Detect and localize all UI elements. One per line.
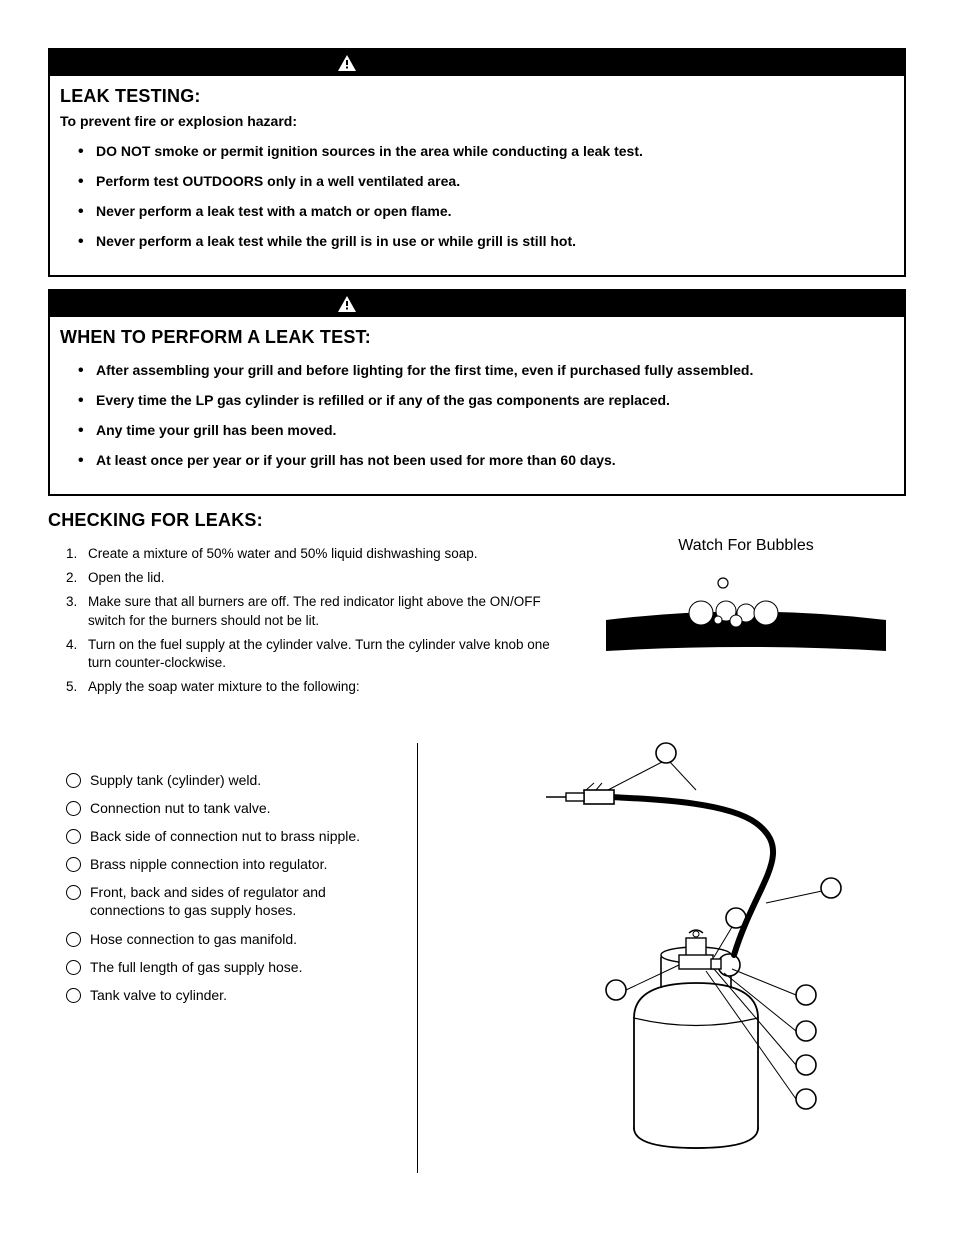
- warning-triangle-icon: [337, 54, 357, 72]
- when-to-test-heading: WHEN TO PERFORM A LEAK TEST:: [60, 327, 894, 348]
- leak-point-item: Hose connection to gas manifold.: [66, 930, 393, 948]
- step-item: Turn on the fuel supply at the cylinder …: [66, 636, 562, 672]
- leak-points-list: Supply tank (cylinder) weld. Connection …: [66, 771, 393, 1005]
- warning-bar: [50, 291, 904, 317]
- bullet-item: Every time the LP gas cylinder is refill…: [78, 392, 894, 408]
- bubbles-col: Watch For Bubbles: [586, 537, 906, 703]
- leak-point-item: Brass nipple connection into regulator.: [66, 855, 393, 873]
- leak-testing-lead: To prevent fire or explosion hazard:: [60, 113, 894, 129]
- warning-content: WHEN TO PERFORM A LEAK TEST: After assem…: [50, 317, 904, 494]
- page: LEAK TESTING: To prevent fire or explosi…: [0, 0, 954, 1233]
- leak-testing-heading: LEAK TESTING:: [60, 86, 894, 107]
- step-item: Apply the soap water mixture to the foll…: [66, 678, 562, 696]
- watch-for-bubbles-label: Watch For Bubbles: [586, 537, 906, 555]
- bullet-item: Never perform a leak test with a match o…: [78, 203, 894, 219]
- leak-point-item: Back side of connection nut to brass nip…: [66, 827, 393, 845]
- checking-steps: Create a mixture of 50% water and 50% li…: [48, 545, 562, 697]
- warning-box-leak-testing: LEAK TESTING: To prevent fire or explosi…: [48, 48, 906, 277]
- checking-heading: CHECKING FOR LEAKS:: [48, 510, 906, 531]
- leak-point-item: The full length of gas supply hose.: [66, 958, 393, 976]
- leak-point-item: Supply tank (cylinder) weld.: [66, 771, 393, 789]
- step-item: Create a mixture of 50% water and 50% li…: [66, 545, 562, 563]
- leak-points-row: Supply tank (cylinder) weld. Connection …: [48, 743, 906, 1173]
- bullet-item: After assembling your grill and before l…: [78, 362, 894, 378]
- step-item: Make sure that all burners are off. The …: [66, 593, 562, 629]
- bubbles-icon: [596, 565, 896, 655]
- checking-row: Create a mixture of 50% water and 50% li…: [48, 537, 906, 703]
- leak-points-col: Supply tank (cylinder) weld. Connection …: [48, 743, 418, 1173]
- step-item: Open the lid.: [66, 569, 562, 587]
- when-to-test-bullets: After assembling your grill and before l…: [60, 362, 894, 468]
- bullet-item: Any time your grill has been moved.: [78, 422, 894, 438]
- leak-testing-bullets: DO NOT smoke or permit ignition sources …: [60, 143, 894, 249]
- warning-bar: [50, 50, 904, 76]
- bullet-item: DO NOT smoke or permit ignition sources …: [78, 143, 894, 159]
- warning-content: LEAK TESTING: To prevent fire or explosi…: [50, 76, 904, 275]
- bullet-item: Perform test OUTDOORS only in a well ven…: [78, 173, 894, 189]
- propane-tank-diagram-icon: [496, 733, 916, 1163]
- bubbles-diagram: [596, 565, 896, 660]
- leak-point-item: Front, back and sides of regulator and c…: [66, 883, 393, 919]
- tank-diagram-col: [442, 743, 906, 1173]
- bullet-item: Never perform a leak test while the gril…: [78, 233, 894, 249]
- leak-point-item: Connection nut to tank valve.: [66, 799, 393, 817]
- leak-point-item: Tank valve to cylinder.: [66, 986, 393, 1004]
- bullet-item: At least once per year or if your grill …: [78, 452, 894, 468]
- warning-box-when-to-test: WHEN TO PERFORM A LEAK TEST: After assem…: [48, 289, 906, 496]
- warning-triangle-icon: [337, 295, 357, 313]
- checking-steps-col: Create a mixture of 50% water and 50% li…: [48, 537, 562, 703]
